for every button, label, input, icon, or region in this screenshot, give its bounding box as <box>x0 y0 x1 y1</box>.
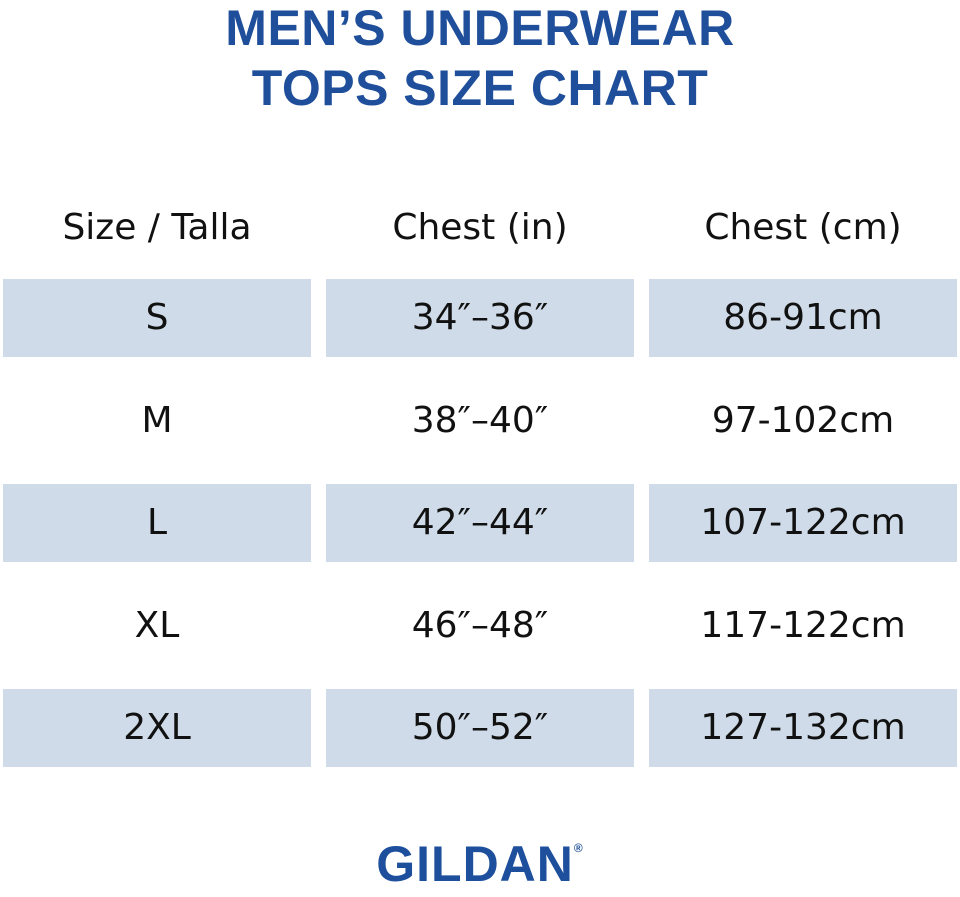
cell-chest-in: 38″–40″ <box>411 399 549 441</box>
cell-chest-cm: 127-132cm <box>649 689 957 767</box>
header-chest-cm: Chest (cm) <box>704 207 902 248</box>
cell-size: L <box>3 484 311 562</box>
cell-chest-cm: 86-91cm <box>649 279 957 357</box>
cell-chest-in: 42″–44″ <box>326 484 634 562</box>
cell-size: 2XL <box>3 689 311 767</box>
cell-size: XL <box>134 604 180 646</box>
chart-title-line1: MEN’S UNDERWEAR <box>225 0 735 56</box>
cell-chest-in: 34″–36″ <box>326 279 634 357</box>
registered-mark: ® <box>573 841 584 855</box>
cell-chest-cm: 107-122cm <box>649 484 957 562</box>
cell-size: M <box>141 399 173 441</box>
header-chest-in: Chest (in) <box>392 207 568 248</box>
header-size: Size / Talla <box>62 207 252 248</box>
brand-name: GILDAN <box>376 836 574 892</box>
gildan-logo: GILDAN® <box>0 835 960 893</box>
cell-chest-cm: 117-122cm <box>700 604 906 646</box>
cell-chest-in: 50″–52″ <box>326 689 634 767</box>
cell-chest-cm: 97-102cm <box>711 399 895 441</box>
cell-size: S <box>3 279 311 357</box>
chart-title-line2: TOPS SIZE CHART <box>251 60 709 116</box>
cell-chest-in: 46″–48″ <box>411 604 549 646</box>
